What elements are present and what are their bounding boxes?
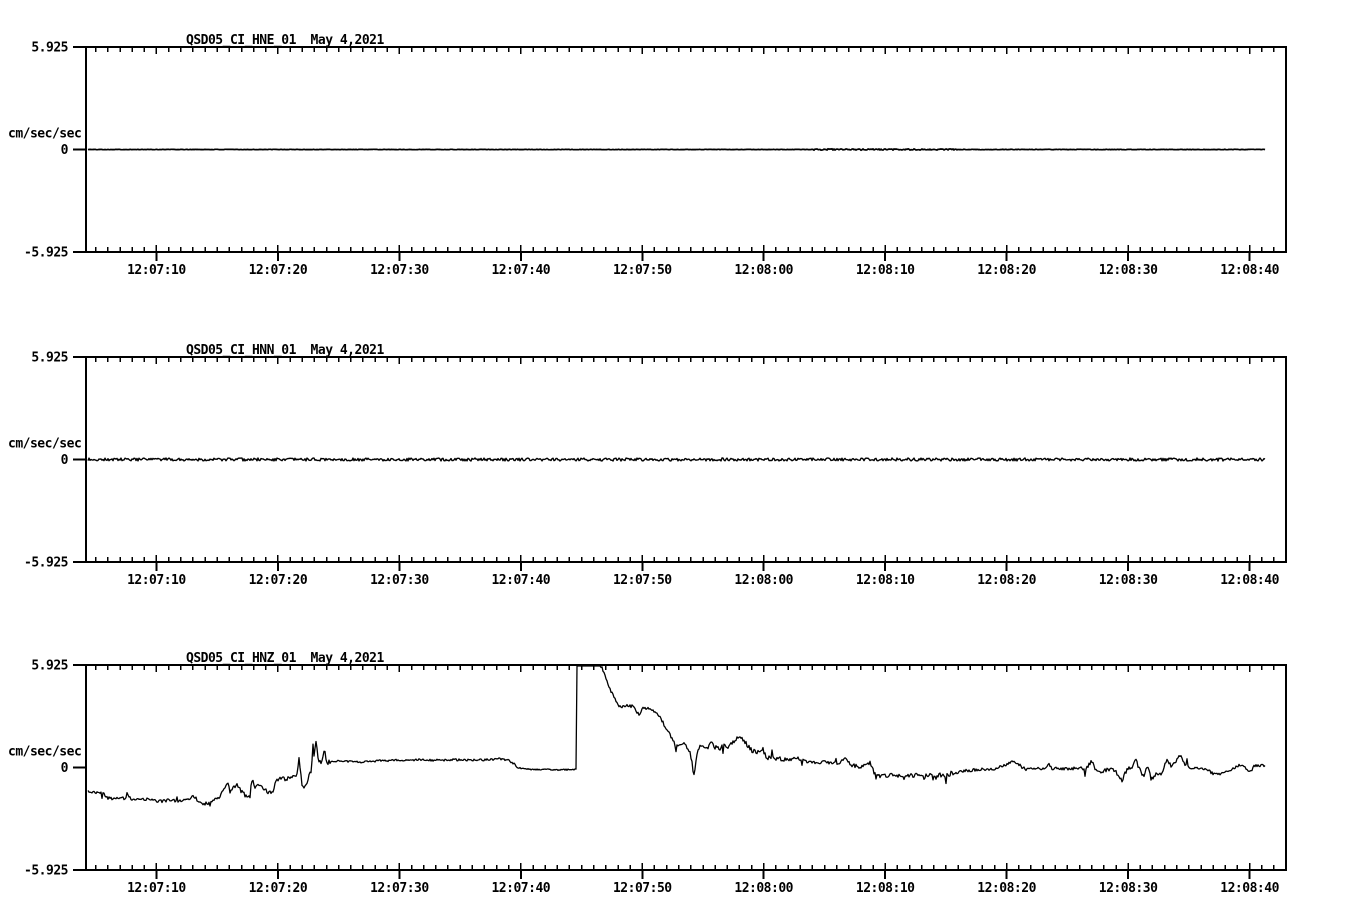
y-tick-label: 5.925 — [31, 659, 68, 674]
x-tick-label: 12:08:20 — [977, 573, 1036, 588]
x-tick-label: 12:08:30 — [1099, 573, 1158, 588]
panel-hne: QSD05_CI_HNE_01 May 4,2021 12:07:10 12:07:… — [8, 33, 1287, 278]
y-tick-label: -5.925 — [24, 556, 68, 571]
x-tick-label: 12:07:20 — [249, 881, 308, 896]
y-tick-label: -5.925 — [24, 864, 68, 879]
x-tick-label: 12:07:40 — [491, 573, 550, 588]
x-tick-label: 12:07:20 — [249, 263, 308, 278]
x-tick-label: 12:07:40 — [491, 263, 550, 278]
panel-title: QSD05_CI_HNE_01 May 4,2021 — [186, 33, 384, 48]
x-tick-label: 12:08:40 — [1220, 573, 1279, 588]
x-tick-label: 12:07:20 — [249, 573, 308, 588]
x-tick-label: 12:08:10 — [856, 881, 915, 896]
x-tick-label: 12:08:20 — [977, 263, 1036, 278]
x-tick-label: 12:07:30 — [370, 263, 429, 278]
y-tick-label: 0 — [61, 453, 69, 468]
x-tick-label: 12:08:40 — [1220, 263, 1279, 278]
y-axis-unit-label: cm/sec/sec — [8, 745, 81, 760]
y-tick-label: -5.925 — [24, 246, 68, 261]
x-tick-label: 12:07:30 — [370, 573, 429, 588]
panel-title: QSD05_CI_HNN_01 May 4,2021 — [186, 343, 384, 358]
x-tick-label: 12:07:30 — [370, 881, 429, 896]
y-tick-label: 0 — [61, 143, 69, 158]
x-tick-label: 12:08:10 — [856, 263, 915, 278]
x-tick-label: 12:08:40 — [1220, 881, 1279, 896]
x-ticks — [94, 665, 1275, 879]
x-tick-label: 12:07:50 — [613, 573, 672, 588]
x-tick-label: 12:08:00 — [734, 881, 793, 896]
y-tick-label: 5.925 — [31, 41, 68, 56]
y-tick-label: 0 — [61, 761, 69, 776]
plot-box — [85, 664, 1287, 871]
x-tick-label: 12:07:10 — [127, 263, 186, 278]
x-ticks — [94, 357, 1275, 571]
panel-title: QSD05_CI_HNZ_01 May 4,2021 — [186, 651, 384, 666]
waveform-trace-hnz — [87, 665, 1266, 807]
x-tick-label: 12:07:50 — [613, 263, 672, 278]
y-axis-unit-label: cm/sec/sec — [8, 437, 81, 452]
x-tick-label: 12:07:10 — [127, 881, 186, 896]
panel-hnn: QSD05_CI_HNN_01 May 4,2021 12:07:10 12:07:… — [8, 343, 1287, 588]
x-tick-label: 12:08:10 — [856, 573, 915, 588]
x-tick-label: 12:08:20 — [977, 881, 1036, 896]
x-tick-label: 12:08:30 — [1099, 881, 1158, 896]
waveform-trace-hne — [87, 147, 1266, 152]
y-tick-label: 5.925 — [31, 351, 68, 366]
waveform-trace-hnn — [87, 457, 1266, 462]
x-tick-label: 12:07:50 — [613, 881, 672, 896]
x-tick-label: 12:08:30 — [1099, 263, 1158, 278]
x-tick-label: 12:08:00 — [734, 573, 793, 588]
panel-hnz: QSD05_CI_HNZ_01 May 4,2021 12:07:10 12:07:… — [8, 651, 1287, 896]
x-tick-label: 12:08:00 — [734, 263, 793, 278]
x-ticks — [94, 47, 1275, 261]
x-tick-label: 12:07:10 — [127, 573, 186, 588]
y-axis-unit-label: cm/sec/sec — [8, 127, 81, 142]
x-tick-label: 12:07:40 — [491, 881, 550, 896]
